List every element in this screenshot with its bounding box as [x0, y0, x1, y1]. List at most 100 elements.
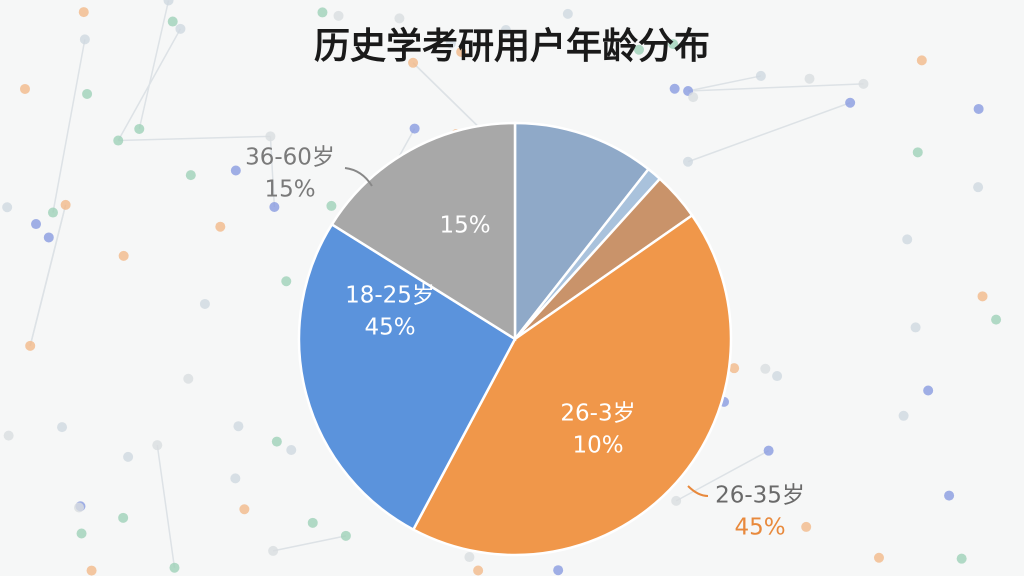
bg-dot — [688, 92, 699, 103]
bg-dot — [317, 7, 328, 18]
bg-dot — [898, 410, 909, 421]
bg-line — [687, 75, 762, 92]
bg-dot — [268, 545, 279, 556]
bg-dot — [923, 385, 934, 396]
bg-dot — [123, 451, 134, 462]
bg-dot — [991, 314, 1002, 325]
bg-dot — [167, 16, 178, 27]
bg-dot — [729, 363, 740, 374]
bg-dot — [340, 530, 351, 541]
bg-dot — [57, 422, 68, 433]
bg-dot — [668, 39, 679, 50]
bg-dot — [19, 83, 30, 94]
bg-dot — [682, 156, 693, 167]
bg-dot — [456, 46, 467, 57]
bg-line — [272, 535, 347, 552]
bg-dot — [31, 219, 42, 230]
pie-slice — [330, 121, 517, 342]
bg-dot — [755, 70, 766, 81]
bg-dot — [78, 7, 89, 18]
bg-dot — [215, 221, 226, 232]
data-label: 15% — [264, 177, 315, 203]
bg-dot — [307, 517, 318, 528]
bg-dot — [169, 562, 180, 573]
bg-line — [52, 39, 86, 213]
bg-line — [138, 0, 170, 130]
pie-slice — [297, 222, 517, 532]
bg-dot — [230, 165, 241, 176]
leader-line — [687, 485, 709, 497]
bg-dot — [118, 250, 129, 261]
bg-dot — [912, 147, 923, 158]
bg-dot — [183, 373, 194, 384]
bg-dot — [845, 97, 856, 108]
bg-dot — [977, 291, 988, 302]
bg-dot — [763, 445, 774, 456]
bg-line — [156, 445, 176, 568]
bg-dot — [3, 430, 14, 441]
bg-dot — [134, 123, 145, 134]
bg-dot — [25, 340, 36, 351]
data-label: 26-35岁 — [715, 483, 805, 509]
pie-slice — [513, 121, 651, 343]
bg-dot — [973, 103, 984, 114]
bg-dot — [669, 83, 680, 94]
data-label: 45% — [734, 515, 785, 541]
bg-dot — [163, 0, 174, 6]
bg-dot — [2, 202, 13, 213]
bg-dot — [271, 436, 282, 447]
data-label: 26-3岁 — [560, 401, 635, 427]
bg-dot — [281, 276, 292, 287]
bg-dot — [760, 363, 771, 374]
bg-dot — [804, 73, 815, 84]
bg-dot — [265, 131, 276, 142]
bg-dot — [118, 512, 129, 523]
data-label: 15% — [439, 213, 490, 239]
bg-dot — [445, 38, 456, 49]
pie-slice — [411, 213, 733, 557]
bg-dot — [944, 490, 955, 501]
bg-dot — [973, 182, 984, 193]
chart-title: 历史学考研用户年龄分布 — [314, 25, 710, 67]
leader-line — [344, 167, 373, 187]
pie — [297, 121, 733, 557]
bg-dot — [326, 200, 337, 211]
bg-dot — [473, 565, 484, 576]
bg-dot — [47, 207, 58, 218]
bg-dot — [409, 123, 420, 134]
bg-dot — [902, 234, 913, 245]
bg-dot — [801, 521, 812, 532]
data-label: 45% — [364, 315, 415, 341]
data-label: 18-25岁 — [345, 283, 435, 309]
bg-dot — [199, 298, 210, 309]
bg-dot — [772, 371, 783, 382]
bg-dot — [956, 553, 967, 564]
bg-dot — [60, 199, 71, 210]
bg-dot — [500, 24, 511, 35]
bg-dot — [79, 34, 90, 45]
bg-dot — [633, 44, 644, 55]
bg-line — [29, 204, 67, 347]
bg-dot — [230, 473, 241, 484]
bg-dot — [43, 232, 54, 243]
bg-dot — [464, 552, 475, 563]
bg-dot — [873, 552, 884, 563]
bg-dot — [858, 78, 869, 89]
data-label: 10% — [572, 433, 623, 459]
bg-dot — [239, 504, 250, 515]
bg-line — [687, 102, 851, 163]
bg-line — [688, 83, 864, 92]
bg-dot — [553, 565, 564, 576]
bg-dot — [175, 23, 186, 34]
bg-line — [118, 135, 271, 142]
bg-dot — [333, 10, 344, 21]
bg-dot — [671, 495, 682, 506]
bg-dot — [286, 445, 297, 456]
bg-line — [675, 450, 769, 502]
bg-dot — [408, 57, 419, 68]
labels: 36-60岁 15% 15% 18-25岁 45% 26-3岁 10% 26-35岁 45% — [245, 145, 805, 541]
bg-dot — [86, 565, 97, 576]
bg-dot — [562, 8, 573, 19]
